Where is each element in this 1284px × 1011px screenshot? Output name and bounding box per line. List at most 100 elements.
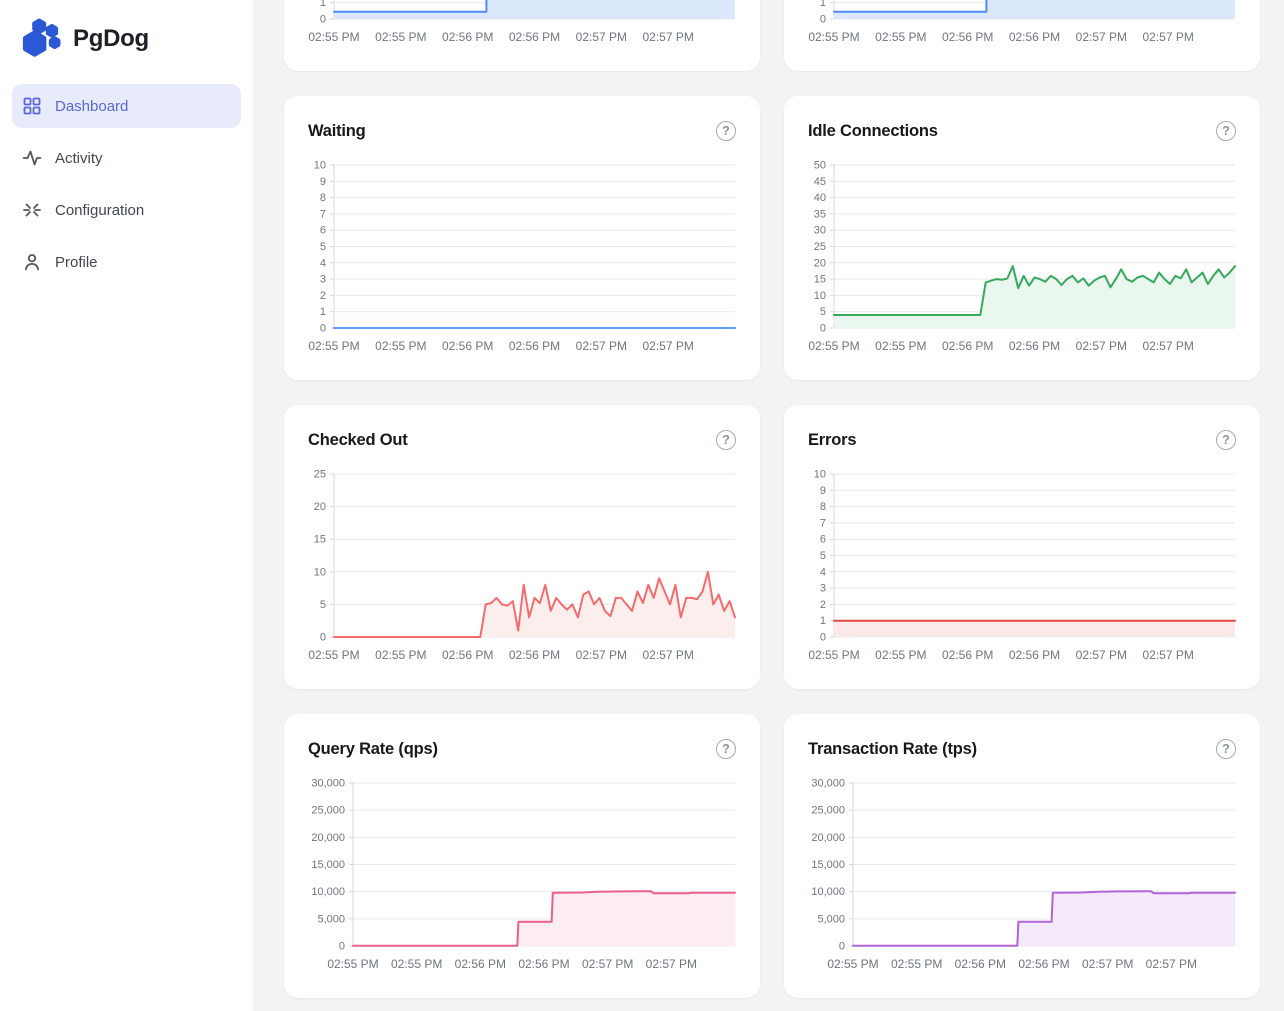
y-tick-label: 5 <box>320 241 326 253</box>
y-tick-label: 3 <box>320 274 326 286</box>
help-icon[interactable]: ? <box>1216 121 1236 141</box>
chart-row: Query Rate (qps) ? 30,000 25,000 20,000 15,… <box>284 714 1260 998</box>
y-tick-label: 5 <box>320 599 326 611</box>
y-tick-label: 2 <box>820 599 826 611</box>
chart-title: Transaction Rate (tps) <box>808 739 977 758</box>
x-tick-label: 02:55 PM <box>375 30 426 44</box>
x-tick-label: 02:57 PM <box>642 30 693 44</box>
x-tick-label: 02:55 PM <box>375 648 426 662</box>
chart-svg: 30,000 25,000 20,000 15,000 10,000 5,000 0 02:5… <box>811 778 1236 971</box>
series-area <box>334 571 735 637</box>
activity-icon <box>22 150 42 166</box>
chart-row: Waiting ? 10 9 8 7 6 5 4 3 2 1 0 02:55 PM 02:55 PM 02… <box>284 96 1260 380</box>
y-tick-label: 8 <box>320 192 326 204</box>
y-tick-label: 20,000 <box>311 832 345 844</box>
x-tick-label: 02:57 PM <box>576 339 627 353</box>
y-tick-label: 3 <box>820 583 826 595</box>
y-tick-label: 0 <box>320 632 326 644</box>
y-tick-label: 4 <box>820 566 826 578</box>
series-area <box>834 266 1235 328</box>
x-tick-label: 02:56 PM <box>518 957 569 971</box>
y-tick-label: 1 <box>320 306 326 318</box>
x-tick-label: 02:56 PM <box>1018 957 1069 971</box>
sidebar-item-label: Profile <box>55 253 98 271</box>
help-icon[interactable]: ? <box>716 739 736 759</box>
chart-title: Waiting <box>308 121 366 140</box>
x-tick-label: 02:56 PM <box>942 648 993 662</box>
y-tick-label: 10 <box>314 566 326 578</box>
x-tick-label: 02:57 PM <box>582 957 633 971</box>
x-tick-label: 02:55 PM <box>808 339 859 353</box>
sidebar-item-label: Dashboard <box>55 97 129 115</box>
x-tick-label: 02:55 PM <box>308 30 359 44</box>
y-tick-label: 4 <box>320 257 326 269</box>
help-icon[interactable]: ? <box>716 430 736 450</box>
series-area <box>853 891 1235 946</box>
y-tick-label: 0 <box>320 14 326 26</box>
y-tick-label: 5,000 <box>317 913 345 925</box>
x-tick-label: 02:56 PM <box>442 648 493 662</box>
x-tick-label: 02:56 PM <box>1009 339 1060 353</box>
y-tick-label: 15 <box>314 534 326 546</box>
x-tick-label: 02:57 PM <box>1142 648 1193 662</box>
sidebar-item-label: Activity <box>55 149 103 167</box>
help-icon[interactable]: ? <box>716 121 736 141</box>
chart-card-query-rate: Query Rate (qps) ? 30,000 25,000 20,000 15,… <box>284 714 760 998</box>
help-icon[interactable]: ? <box>1216 739 1236 759</box>
y-tick-label: 9 <box>320 176 326 188</box>
sidebar-item-label: Configuration <box>55 201 145 219</box>
sidebar-item-profile[interactable]: Profile <box>12 240 241 284</box>
y-tick-label: 1 <box>320 0 326 9</box>
y-tick-label: 45 <box>814 176 826 188</box>
series-line <box>352 890 736 947</box>
series-line <box>333 570 736 638</box>
sidebar-item-dashboard[interactable]: Dashboard <box>12 84 241 128</box>
y-tick-label: 25 <box>314 469 326 481</box>
y-tick-label: 25,000 <box>311 805 345 817</box>
series-line <box>333 0 488 13</box>
sidebar-item-configuration[interactable]: Configuration <box>12 188 241 232</box>
series-line <box>833 0 988 13</box>
x-tick-label: 02:57 PM <box>642 339 693 353</box>
x-tick-label: 02:55 PM <box>808 648 859 662</box>
y-tick-label: 25,000 <box>811 805 845 817</box>
x-tick-label: 02:55 PM <box>391 957 442 971</box>
user-icon <box>25 254 39 271</box>
x-tick-label: 02:57 PM <box>576 648 627 662</box>
series-area <box>334 0 735 19</box>
series-area <box>834 620 1235 637</box>
y-tick-label: 15,000 <box>311 859 345 871</box>
chart-title: Errors <box>808 430 857 449</box>
x-tick-label: 02:57 PM <box>1076 339 1127 353</box>
series-area <box>834 0 1235 19</box>
y-tick-label: 6 <box>820 534 826 546</box>
y-tick-label: 9 <box>820 485 826 497</box>
y-tick-label: 1 <box>820 0 826 9</box>
chart-card-errors: Errors ? 10 9 8 7 6 5 4 3 2 1 0 02:55 PM 02:55 PM 02:… <box>784 405 1260 689</box>
x-tick-label: 02:55 PM <box>875 30 926 44</box>
y-tick-label: 0 <box>820 323 826 335</box>
x-tick-label: 02:57 PM <box>1076 30 1127 44</box>
y-tick-label: 10 <box>314 160 326 172</box>
sidebar-item-activity[interactable]: Activity <box>12 136 241 180</box>
y-tick-label: 15,000 <box>811 859 845 871</box>
y-tick-label: 0 <box>820 632 826 644</box>
x-tick-label: 02:56 PM <box>455 957 506 971</box>
sidebar-nav: Dashboard Activity Configuration Profile <box>12 84 241 284</box>
y-tick-label: 1 <box>820 615 826 627</box>
x-tick-label: 02:56 PM <box>509 30 560 44</box>
help-icon[interactable]: ? <box>1216 430 1236 450</box>
app-title: PgDog <box>73 25 149 52</box>
spark-icon <box>23 203 41 217</box>
y-tick-label: 35 <box>814 208 826 220</box>
y-tick-label: 20 <box>814 257 826 269</box>
x-tick-label: 02:56 PM <box>942 30 993 44</box>
chart-title: Idle Connections <box>808 121 938 140</box>
y-tick-label: 20,000 <box>811 832 845 844</box>
